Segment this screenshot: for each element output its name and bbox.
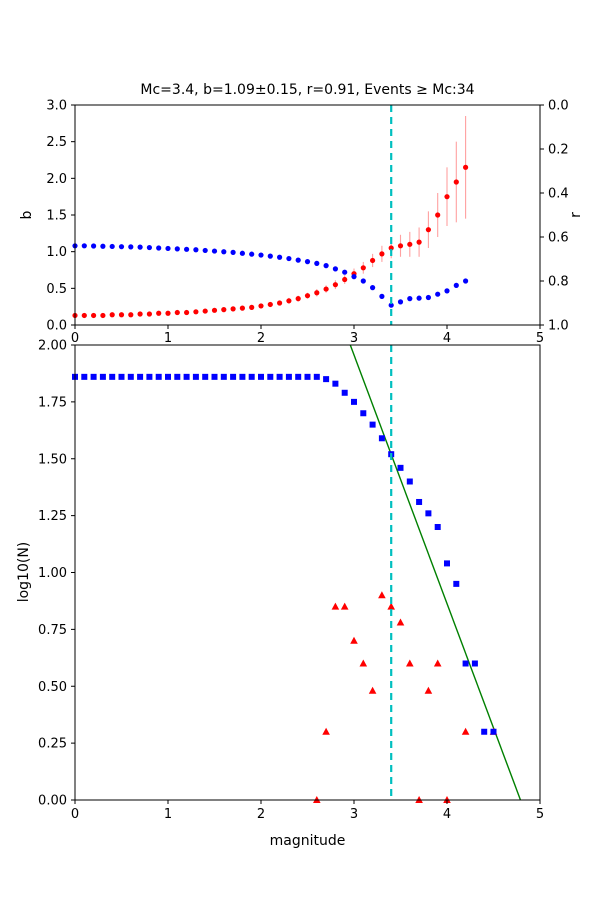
svg-text:1.0: 1.0 <box>46 245 67 260</box>
svg-text:0.2: 0.2 <box>548 143 569 158</box>
bottom-panel-y-ticks: 0.00 0.25 0.50 0.75 1.00 1.25 1.50 1.75 2.00 <box>38 339 75 809</box>
svg-text:2: 2 <box>257 331 265 346</box>
svg-text:1: 1 <box>164 331 172 346</box>
svg-text:3: 3 <box>350 807 358 822</box>
bottom-panel-x-ticks: 0 1 2 3 4 5 <box>71 800 544 822</box>
svg-text:1: 1 <box>164 807 172 822</box>
svg-text:0.5: 0.5 <box>46 282 67 297</box>
top-panel-frame <box>74 104 541 326</box>
bottom-panel: 0 1 2 3 4 5 0.00 0.25 0.50 0.75 1.00 1.25 1.50 1.75 2.… <box>38 339 544 823</box>
bin-count-series <box>313 591 498 803</box>
top-left-axis-label-b: b <box>19 210 35 220</box>
top-panel: 0 1 2 3 4 50.00.51.01.52.02.53.0 0.00.20.40.60… <box>46 99 568 347</box>
svg-text:1.50: 1.50 <box>38 452 67 467</box>
svg-text:0.4: 0.4 <box>548 187 569 202</box>
svg-text:5: 5 <box>536 331 544 346</box>
top-right-axis-label-r: r <box>568 212 584 218</box>
svg-text:4: 4 <box>443 807 451 822</box>
top-panel-left-ticks: 0.0 0.5 1.0 1.5 2.0 2.5 3.0 <box>46 99 75 334</box>
svg-text:5: 5 <box>536 807 544 822</box>
svg-text:0.50: 0.50 <box>38 680 67 695</box>
svg-text:2.0: 2.0 <box>46 172 67 187</box>
svg-text:0.6: 0.6 <box>548 231 569 246</box>
svg-text:1.75: 1.75 <box>38 395 67 410</box>
r-value-series <box>72 243 469 308</box>
svg-text:1.0: 1.0 <box>548 319 569 334</box>
svg-text:0.8: 0.8 <box>548 275 569 290</box>
svg-text:1.5: 1.5 <box>46 209 67 224</box>
bottom-panel-frame <box>74 344 541 801</box>
bottom-y-axis-label-log10n: log10(N) <box>16 541 32 603</box>
svg-text:0.00: 0.00 <box>38 794 67 809</box>
svg-text:2.00: 2.00 <box>38 339 67 354</box>
svg-text:0: 0 <box>71 807 79 822</box>
top-panel-right-ticks: 0.0 0.2 0.4 0.6 0.8 1.0 <box>540 99 569 334</box>
svg-text:0.0: 0.0 <box>46 319 67 334</box>
svg-text:3: 3 <box>350 331 358 346</box>
svg-text:2.5: 2.5 <box>46 135 67 150</box>
svg-text:2: 2 <box>257 807 265 822</box>
svg-text:0.75: 0.75 <box>38 623 67 638</box>
chart-title: Mc=3.4, b=1.09±0.15, r=0.91, Events ≥ Mc… <box>140 82 475 98</box>
svg-text:1.00: 1.00 <box>38 566 67 581</box>
gr-fit-line <box>349 344 522 801</box>
svg-text:0.0: 0.0 <box>548 99 569 114</box>
top-panel-x-ticks: 0 1 2 3 4 5 <box>71 325 544 346</box>
svg-text:0: 0 <box>71 331 79 346</box>
svg-text:0.25: 0.25 <box>38 737 67 752</box>
b-value-series <box>72 164 469 319</box>
cumulative-count-series <box>72 373 497 735</box>
svg-text:3.0: 3.0 <box>46 99 67 114</box>
b-value-errorbars <box>74 116 467 317</box>
svg-text:1.25: 1.25 <box>38 509 67 524</box>
x-axis-label-magnitude: magnitude <box>269 833 346 849</box>
svg-text:4: 4 <box>443 331 451 346</box>
